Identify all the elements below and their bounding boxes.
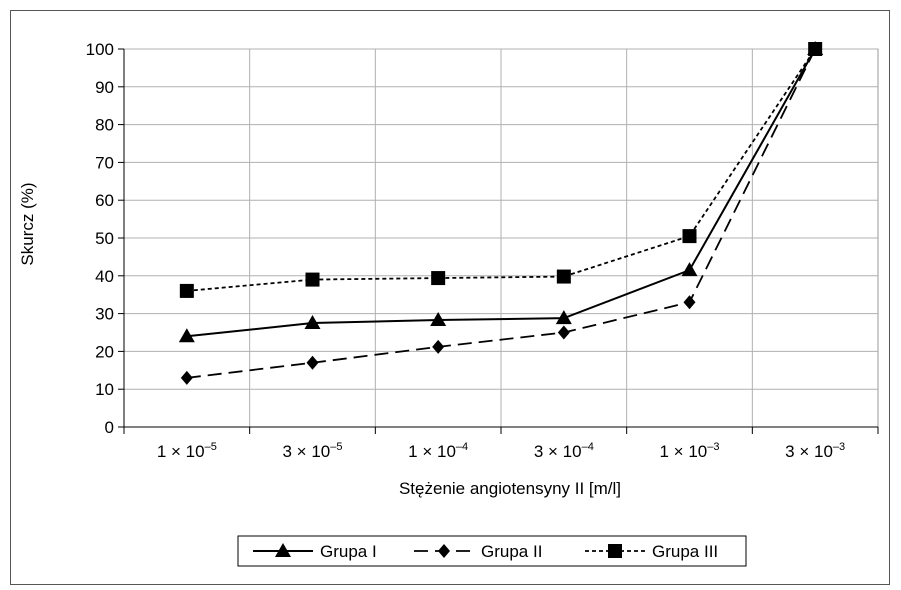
y-tick-label: 20 xyxy=(95,342,114,361)
series-1 xyxy=(178,41,824,343)
data-point xyxy=(180,370,193,385)
x-tick-label: 1 × 10–4 xyxy=(408,441,468,461)
series-2 xyxy=(180,42,822,385)
data-point xyxy=(431,271,446,286)
y-tick-label: 50 xyxy=(95,229,114,248)
x-tick-label: 1 × 10–5 xyxy=(157,441,217,461)
y-tick-label: 90 xyxy=(95,78,114,97)
y-tick-label: 30 xyxy=(95,305,114,324)
data-point xyxy=(306,355,319,370)
line-chart: 0 10 20 30 40 50 60 70 80 90 100 1 × 10–5 3 × 10–5 1 … xyxy=(18,40,879,567)
y-tick-label: 60 xyxy=(95,191,114,210)
data-point xyxy=(304,315,321,330)
x-tick-label: 1 × 10–3 xyxy=(660,441,720,461)
series-line xyxy=(186,48,816,379)
data-point xyxy=(682,229,697,244)
y-tick-label: 40 xyxy=(95,267,114,286)
series-line xyxy=(186,48,817,338)
legend-item-3: Grupa III xyxy=(585,542,718,561)
y-tick-label: 10 xyxy=(95,380,114,399)
x-tick-label: 3 × 10–3 xyxy=(785,441,845,461)
x-tick-label: 3 × 10–5 xyxy=(283,441,343,461)
data-point xyxy=(681,262,698,277)
legend-item-2: Grupa II xyxy=(414,542,542,561)
legend-label: Grupa III xyxy=(652,542,718,561)
series-group xyxy=(178,41,824,385)
legend-marker xyxy=(608,544,622,558)
chart-frame: 0 10 20 30 40 50 60 70 80 90 100 1 × 10–5 3 × 10–5 1 … xyxy=(10,10,890,585)
y-tick-label: 70 xyxy=(95,153,114,172)
data-point xyxy=(556,269,571,284)
data-point xyxy=(305,272,320,287)
legend-marker xyxy=(275,543,291,557)
gridlines xyxy=(123,48,879,428)
x-axis-title: Stężenie angiotensyny II [m/l] xyxy=(399,479,621,498)
data-point xyxy=(557,325,570,340)
y-tick-label: 100 xyxy=(86,40,114,59)
y-tick-label: 80 xyxy=(95,116,114,135)
data-point xyxy=(179,283,194,298)
axes: 0 10 20 30 40 50 60 70 80 90 100 1 × 10–5 3 × 10–5 1 … xyxy=(86,40,879,461)
data-point xyxy=(432,339,445,354)
data-point xyxy=(555,310,572,325)
legend-marker xyxy=(438,544,450,558)
legend: Grupa I Grupa II Grupa III xyxy=(237,535,747,567)
y-tick-label: 0 xyxy=(105,418,114,437)
x-tick-label: 3 × 10–4 xyxy=(534,441,594,461)
data-point xyxy=(683,295,696,310)
y-axis-title: Skurcz (%) xyxy=(18,182,37,265)
legend-box xyxy=(237,535,747,567)
data-point xyxy=(808,42,823,56)
series-line xyxy=(186,48,816,292)
data-point xyxy=(430,312,447,327)
data-point xyxy=(178,328,195,343)
legend-item-1: Grupa I xyxy=(253,542,377,561)
series-3 xyxy=(179,42,823,298)
legend-label: Grupa II xyxy=(481,542,542,561)
legend-label: Grupa I xyxy=(320,542,377,561)
